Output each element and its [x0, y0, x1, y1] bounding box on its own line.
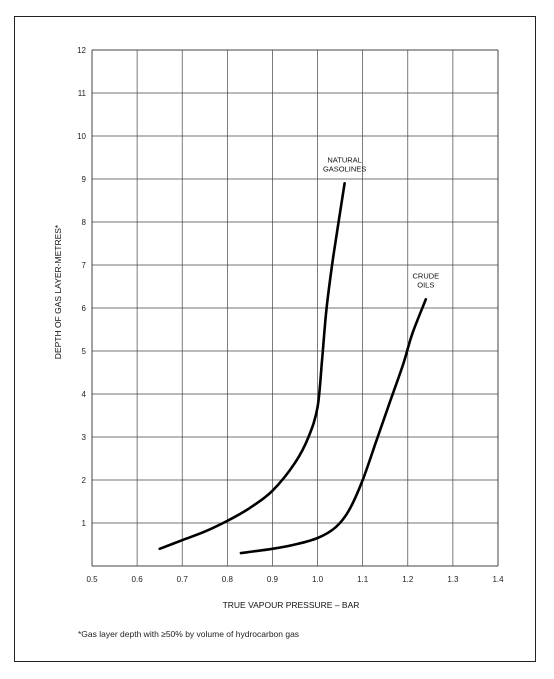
- series-annotation: GASOLINES: [323, 164, 366, 173]
- y-tick-label: 10: [77, 132, 86, 141]
- series-annotation: NATURAL: [327, 155, 361, 164]
- x-tick-label: 1.1: [357, 575, 369, 584]
- grid: [91, 49, 499, 567]
- y-tick-label: 3: [82, 433, 87, 442]
- y-tick-label: 11: [78, 89, 87, 98]
- footnote: *Gas layer depth with ≥50% by volume of …: [78, 629, 300, 639]
- series-line-crude-oils: [239, 298, 428, 555]
- series-annotation: CRUDE: [412, 271, 439, 280]
- y-tick-label: 12: [77, 46, 86, 55]
- y-tick-label: 6: [82, 304, 87, 313]
- x-tick-label: 1.3: [447, 575, 459, 584]
- y-tick-label: 2: [82, 476, 87, 485]
- series-annotation: OILS: [417, 280, 434, 289]
- y-tick-label: 4: [82, 390, 87, 399]
- x-tick-label: 0.5: [86, 575, 98, 584]
- x-axis-label: TRUE VAPOUR PRESSURE – BAR: [223, 600, 360, 610]
- x-tick-labels: 0.5 0.6 0.7 0.8 0.9 1.0 1.1 1.2 1.3 1.4: [86, 575, 504, 584]
- y-tick-label: 9: [82, 175, 87, 184]
- x-tick-label: 1.2: [402, 575, 414, 584]
- figure-frame: [14, 16, 536, 662]
- x-tick-label: 1.4: [492, 575, 504, 584]
- y-tick-label: 5: [82, 347, 87, 356]
- y-tick-label: 1: [82, 519, 87, 528]
- x-tick-label: 0.6: [132, 575, 144, 584]
- series-lines: [158, 182, 428, 555]
- x-tick-label: 0.7: [177, 575, 189, 584]
- y-tick-label: 7: [82, 261, 87, 270]
- y-tick-label: 8: [82, 218, 87, 227]
- y-axis-label: DEPTH OF GAS LAYER-METRES*: [53, 224, 63, 359]
- x-tick-label: 0.9: [267, 575, 279, 584]
- x-tick-label: 1.0: [312, 575, 324, 584]
- series-line-natural-gasolines: [158, 182, 346, 551]
- x-tick-label: 0.8: [222, 575, 234, 584]
